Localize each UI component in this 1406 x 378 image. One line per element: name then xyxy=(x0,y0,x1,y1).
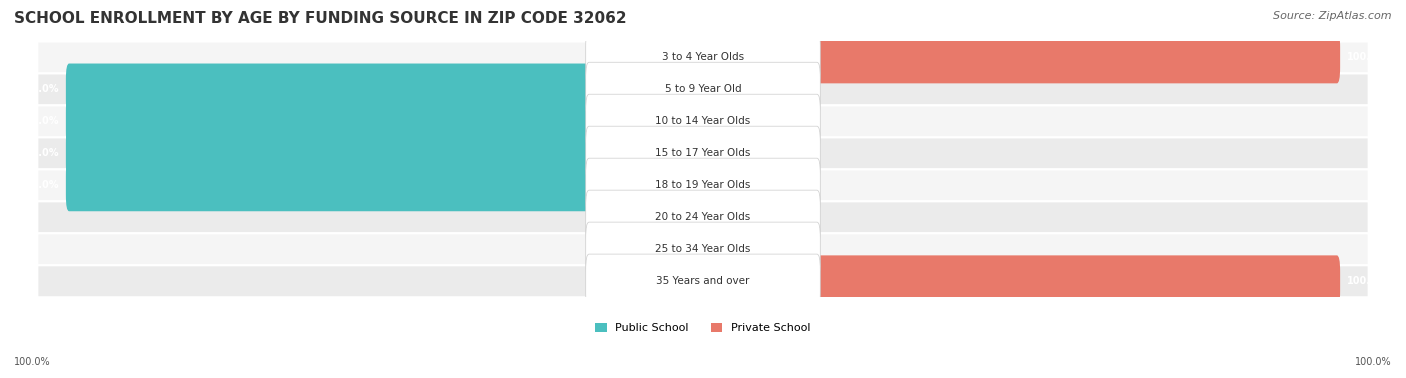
Legend: Public School, Private School: Public School, Private School xyxy=(591,318,815,338)
FancyBboxPatch shape xyxy=(586,94,820,149)
FancyBboxPatch shape xyxy=(66,160,706,211)
Text: 100.0%: 100.0% xyxy=(14,357,51,367)
Text: Source: ZipAtlas.com: Source: ZipAtlas.com xyxy=(1274,11,1392,21)
Text: 100.0%: 100.0% xyxy=(20,149,59,158)
Text: 0.0%: 0.0% xyxy=(728,116,752,126)
FancyBboxPatch shape xyxy=(682,38,704,77)
FancyBboxPatch shape xyxy=(38,265,1368,297)
FancyBboxPatch shape xyxy=(586,158,820,212)
Text: 0.0%: 0.0% xyxy=(728,149,752,158)
FancyBboxPatch shape xyxy=(700,256,1340,307)
FancyBboxPatch shape xyxy=(586,62,820,116)
FancyBboxPatch shape xyxy=(66,96,706,147)
FancyBboxPatch shape xyxy=(586,190,820,245)
Text: 5 to 9 Year Old: 5 to 9 Year Old xyxy=(665,84,741,94)
Text: 0.0%: 0.0% xyxy=(654,212,678,222)
Text: 100.0%: 100.0% xyxy=(20,180,59,191)
FancyBboxPatch shape xyxy=(702,134,724,173)
Text: 100.0%: 100.0% xyxy=(1355,357,1392,367)
Text: 35 Years and over: 35 Years and over xyxy=(657,276,749,286)
FancyBboxPatch shape xyxy=(702,230,724,269)
FancyBboxPatch shape xyxy=(586,30,820,85)
Text: 0.0%: 0.0% xyxy=(654,53,678,62)
FancyBboxPatch shape xyxy=(38,201,1368,233)
Text: 0.0%: 0.0% xyxy=(728,244,752,254)
FancyBboxPatch shape xyxy=(682,230,704,269)
Text: 15 to 17 Year Olds: 15 to 17 Year Olds xyxy=(655,149,751,158)
FancyBboxPatch shape xyxy=(38,105,1368,137)
FancyBboxPatch shape xyxy=(38,137,1368,169)
Text: 10 to 14 Year Olds: 10 to 14 Year Olds xyxy=(655,116,751,126)
Text: 100.0%: 100.0% xyxy=(1347,53,1386,62)
FancyBboxPatch shape xyxy=(586,222,820,276)
Text: 0.0%: 0.0% xyxy=(654,276,678,286)
Text: 0.0%: 0.0% xyxy=(728,84,752,94)
FancyBboxPatch shape xyxy=(66,64,706,115)
FancyBboxPatch shape xyxy=(586,254,820,308)
FancyBboxPatch shape xyxy=(702,166,724,205)
Text: SCHOOL ENROLLMENT BY AGE BY FUNDING SOURCE IN ZIP CODE 32062: SCHOOL ENROLLMENT BY AGE BY FUNDING SOUR… xyxy=(14,11,627,26)
Text: 3 to 4 Year Olds: 3 to 4 Year Olds xyxy=(662,53,744,62)
FancyBboxPatch shape xyxy=(702,102,724,141)
FancyBboxPatch shape xyxy=(586,126,820,181)
Text: 100.0%: 100.0% xyxy=(20,84,59,94)
FancyBboxPatch shape xyxy=(682,262,704,301)
FancyBboxPatch shape xyxy=(682,198,704,237)
FancyBboxPatch shape xyxy=(38,42,1368,73)
Text: 0.0%: 0.0% xyxy=(728,180,752,191)
Text: 25 to 34 Year Olds: 25 to 34 Year Olds xyxy=(655,244,751,254)
FancyBboxPatch shape xyxy=(38,73,1368,105)
Text: 0.0%: 0.0% xyxy=(654,244,678,254)
FancyBboxPatch shape xyxy=(38,169,1368,201)
Text: 100.0%: 100.0% xyxy=(1347,276,1386,286)
Text: 20 to 24 Year Olds: 20 to 24 Year Olds xyxy=(655,212,751,222)
Text: 100.0%: 100.0% xyxy=(20,116,59,126)
FancyBboxPatch shape xyxy=(702,198,724,237)
FancyBboxPatch shape xyxy=(702,70,724,109)
Text: 18 to 19 Year Olds: 18 to 19 Year Olds xyxy=(655,180,751,191)
FancyBboxPatch shape xyxy=(700,31,1340,83)
Text: 0.0%: 0.0% xyxy=(728,212,752,222)
FancyBboxPatch shape xyxy=(66,127,706,179)
FancyBboxPatch shape xyxy=(38,233,1368,265)
